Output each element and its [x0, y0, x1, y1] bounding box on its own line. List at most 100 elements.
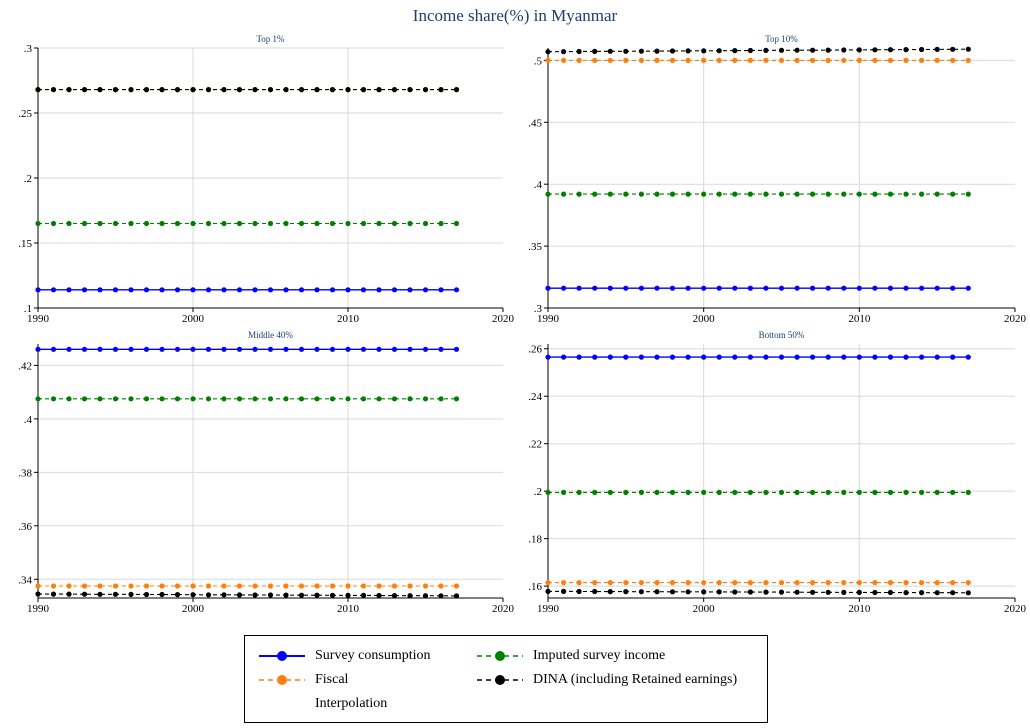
data-point [376, 396, 382, 402]
data-point [607, 354, 613, 360]
series-dina-including-retained-earnings- [35, 87, 460, 93]
legend-label: Interpolation [315, 696, 388, 711]
data-point [732, 589, 738, 595]
data-point [592, 580, 598, 586]
data-point [314, 583, 320, 589]
data-point [701, 285, 707, 291]
data-point [329, 592, 336, 598]
data-point [97, 287, 103, 293]
data-point [66, 591, 72, 597]
data-point [453, 220, 460, 227]
data-point [623, 354, 629, 360]
data-point [841, 589, 847, 596]
data-point [50, 396, 57, 402]
data-point [35, 220, 41, 227]
data-point [903, 580, 909, 586]
data-point [810, 191, 816, 197]
data-point [35, 591, 41, 597]
data-point [778, 580, 785, 586]
data-point [841, 57, 847, 64]
data-point [919, 46, 925, 53]
data-point [638, 580, 645, 586]
data-point [623, 589, 629, 595]
data-point [576, 580, 582, 586]
data-point [561, 580, 567, 586]
data-point [872, 489, 878, 495]
data-point [112, 396, 119, 402]
data-point [453, 593, 460, 599]
data-point [685, 48, 691, 54]
data-point [422, 220, 429, 227]
data-point [576, 588, 582, 595]
legend-item-survey-consumption: Survey consumption [257, 648, 431, 664]
data-point [453, 346, 460, 352]
data-point [298, 346, 305, 352]
data-point [360, 583, 367, 589]
panel-title: Top 1% [256, 34, 285, 44]
data-point [345, 220, 351, 227]
data-point [360, 287, 367, 293]
data-point [236, 583, 243, 589]
data-point [174, 87, 181, 93]
data-point [887, 285, 894, 291]
panel-2: Middle 40% 1990 2000 2010 2020 .34 .36 .38 .4 .42 [18, 330, 514, 615]
data-point [174, 346, 181, 352]
data-point [794, 57, 800, 64]
data-point [841, 285, 847, 291]
data-point [391, 396, 398, 402]
data-point [422, 593, 429, 599]
data-point [716, 489, 722, 495]
y-tick-label: .3 [24, 43, 33, 55]
data-point [112, 287, 119, 293]
y-tick-label: .1 [24, 303, 32, 315]
data-point [934, 354, 940, 360]
data-point [607, 285, 613, 291]
data-point [592, 285, 598, 291]
data-point [903, 354, 909, 360]
data-point [576, 48, 582, 55]
data-point [856, 47, 862, 53]
data-point [592, 191, 598, 197]
data-point [872, 191, 878, 197]
data-point [654, 57, 660, 64]
data-point [919, 191, 925, 197]
data-point [329, 346, 336, 352]
y-tick-label: .36 [18, 521, 32, 533]
data-point [592, 489, 598, 495]
data-point [701, 489, 707, 495]
data-point [50, 346, 57, 352]
data-point [407, 346, 413, 352]
data-point [298, 220, 305, 227]
data-point [934, 46, 940, 53]
x-tick-label: 2010 [337, 313, 360, 325]
data-point [360, 87, 367, 93]
data-point [592, 354, 598, 360]
data-point [747, 489, 754, 495]
data-point [654, 589, 660, 595]
data-point [576, 57, 582, 64]
legend-swatch-fiscal-icon [259, 675, 305, 685]
x-tick-label: 2020 [1004, 603, 1027, 615]
data-point [607, 48, 613, 54]
data-point [159, 87, 165, 93]
y-tick-label: .15 [18, 238, 32, 250]
data-point [345, 583, 351, 589]
legend: Survey consumption Imputed survey income… [244, 635, 768, 723]
data-point [81, 220, 88, 227]
data-point [190, 87, 196, 93]
series-line [547, 48, 969, 53]
data-point [329, 87, 336, 93]
data-point [50, 591, 57, 597]
data-point [438, 593, 444, 599]
y-tick-label: .2 [24, 173, 32, 185]
data-point [283, 583, 289, 589]
x-tick-label: 2020 [492, 313, 515, 325]
data-point [685, 489, 691, 495]
data-point [298, 87, 305, 93]
data-point [887, 47, 894, 53]
data-point [329, 287, 336, 293]
data-point [669, 489, 676, 495]
data-point [701, 57, 707, 64]
series-survey-consumption [545, 285, 971, 291]
